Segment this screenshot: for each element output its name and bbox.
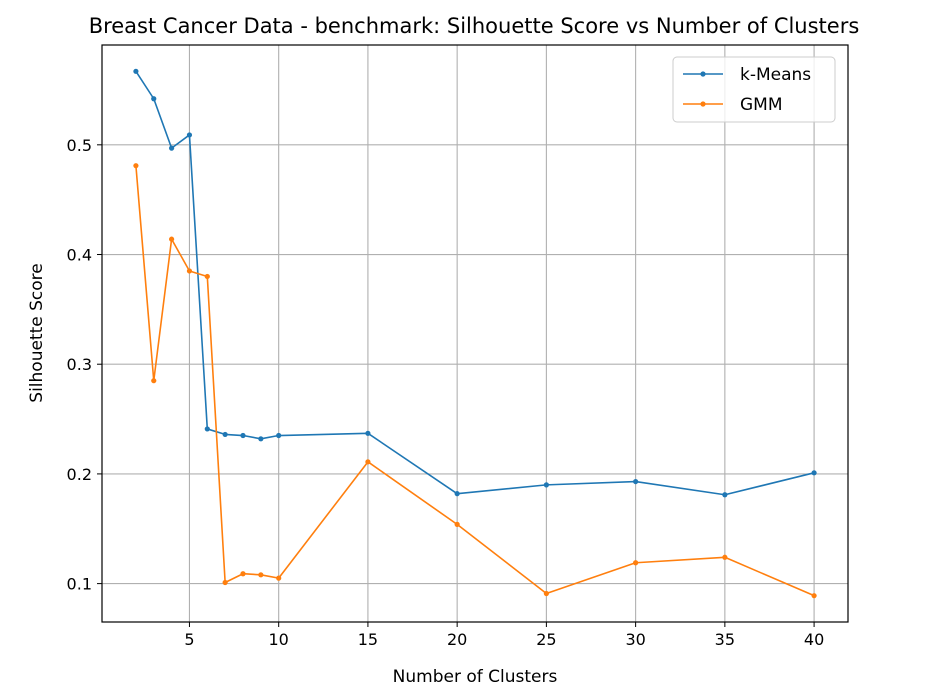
k-means-data-point xyxy=(204,426,210,432)
k-means-series-line xyxy=(135,70,815,496)
x-tick-label: 20 xyxy=(447,630,467,649)
gmm-data-point xyxy=(133,163,139,169)
k-means-data-point xyxy=(258,436,264,442)
x-tick-label: 15 xyxy=(358,630,378,649)
k-means-data-point xyxy=(169,145,175,151)
k-means-data-point xyxy=(722,492,728,498)
legend-marker-k-means xyxy=(700,71,706,77)
y-tick-label: 0.2 xyxy=(67,465,92,484)
series-points xyxy=(133,68,817,599)
x-tick-label: 5 xyxy=(184,630,194,649)
k-means-data-point xyxy=(240,432,246,439)
gmm-data-point xyxy=(543,590,549,597)
gmm-data-point xyxy=(240,571,246,577)
y-axis-label: Silhouette Score xyxy=(27,263,47,402)
gmm-data-point xyxy=(276,575,282,581)
x-tick-label: 25 xyxy=(536,630,556,649)
gmm-series-line xyxy=(135,165,815,597)
x-axis-ticks: 5 10 15 20 25 30 35 40 xyxy=(184,622,824,649)
k-means-data-point xyxy=(151,96,157,102)
x-tick-label: 35 xyxy=(715,630,735,649)
y-tick-label: 0.1 xyxy=(67,575,92,594)
y-axis-ticks: 0.1 0.2 0.3 0.4 0.5 xyxy=(67,136,102,594)
gmm-data-point xyxy=(169,236,175,242)
gmm-data-point xyxy=(454,521,460,527)
x-axis-label: Number of Clusters xyxy=(393,667,558,687)
gmm-data-point xyxy=(151,378,157,384)
gmm-data-point xyxy=(722,554,728,560)
gmm-data-point xyxy=(258,572,264,578)
k-means-data-point xyxy=(365,430,371,436)
legend-marker-gmm xyxy=(700,101,706,107)
k-means-data-point xyxy=(276,432,282,439)
gmm-data-point xyxy=(365,459,371,465)
legend-label-gmm: GMM xyxy=(740,95,783,115)
k-means-data-point xyxy=(543,482,549,488)
gmm-data-point xyxy=(633,560,639,566)
x-tick-label: 30 xyxy=(625,630,645,649)
k-means-data-point xyxy=(633,478,639,485)
k-means-data-point xyxy=(186,132,193,138)
k-means-data-point xyxy=(133,68,139,74)
y-tick-label: 0.4 xyxy=(67,246,92,265)
k-means-data-point xyxy=(454,491,460,497)
y-tick-label: 0.5 xyxy=(67,136,92,155)
legend: k-Means GMM xyxy=(672,56,836,123)
k-means-data-point xyxy=(222,431,228,438)
gmm-data-point xyxy=(222,579,228,586)
gmm-data-point xyxy=(204,273,210,280)
plot-frame xyxy=(101,44,849,623)
chart-title: Breast Cancer Data - benchmark: Silhouet… xyxy=(89,14,860,38)
x-tick-label: 10 xyxy=(269,630,289,649)
series-lines xyxy=(135,70,815,597)
gmm-data-point xyxy=(811,593,817,599)
k-means-data-point xyxy=(811,470,817,476)
x-tick-label: 40 xyxy=(804,630,824,649)
grid-lines xyxy=(102,45,848,622)
legend-label-k-means: k-Means xyxy=(740,65,811,85)
gmm-data-point xyxy=(186,268,193,274)
y-tick-label: 0.3 xyxy=(67,355,92,374)
